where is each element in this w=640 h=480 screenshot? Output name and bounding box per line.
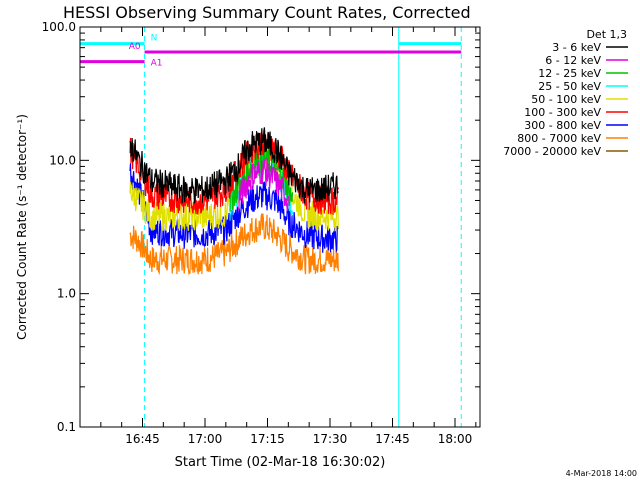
- y-tick-label: 10.0: [49, 153, 76, 167]
- annotation-bars: N A0 A1: [80, 34, 462, 69]
- legend-label: 3 - 6 keV: [552, 41, 601, 54]
- x-tick-label: 17:30: [313, 432, 348, 446]
- legend-label: 12 - 25 keV: [538, 67, 601, 80]
- legend-label: 25 - 50 keV: [538, 80, 601, 93]
- legend-label: 100 - 300 keV: [524, 106, 601, 119]
- y-axis-label: Corrected Count Rate (s⁻¹ detector⁻¹): [15, 114, 29, 340]
- series-layer: [129, 127, 339, 276]
- x-tick-label: 17:15: [250, 432, 285, 446]
- x-tick-label: 18:00: [438, 432, 473, 446]
- footer-timestamp: 4-Mar-2018 14:00: [566, 469, 637, 478]
- series-line-3-6-keV: [129, 127, 339, 204]
- y-tick-label: 0.1: [57, 420, 76, 434]
- annotation-label-a0: A0: [129, 42, 141, 52]
- annotation-label-a1: A1: [151, 59, 163, 69]
- x-tick-label: 17:00: [188, 432, 223, 446]
- legend-title: Det 1,3: [586, 28, 627, 41]
- y-axis: 0.1 1.0 10.0 100.0: [42, 20, 480, 434]
- annotation-label-n: N: [151, 34, 158, 44]
- y-tick-label: 1.0: [57, 287, 76, 301]
- x-tick-label: 17:45: [375, 432, 410, 446]
- legend-label: 800 - 7000 keV: [517, 132, 601, 145]
- chart-title: HESSI Observing Summary Count Rates, Cor…: [63, 3, 471, 22]
- legend-label: 7000 - 20000 keV: [503, 145, 601, 158]
- x-axis: 16:45 17:00 17:15 17:30 17:45 18:00: [100, 27, 477, 446]
- legend-label: 50 - 100 keV: [531, 93, 601, 106]
- series-line-800-7000-keV: [129, 213, 339, 276]
- y-tick-label: 100.0: [42, 20, 76, 34]
- series-line-6-12-keV: [237, 158, 289, 212]
- legend-label: 6 - 12 keV: [545, 54, 601, 67]
- plot-frame: [79, 26, 481, 428]
- series-line-300-800-keV: [129, 163, 339, 254]
- x-tick-label: 16:45: [125, 432, 160, 446]
- x-axis-label: Start Time (02-Mar-18 16:30:02): [175, 455, 386, 470]
- legend-label: 300 - 800 keV: [524, 119, 601, 132]
